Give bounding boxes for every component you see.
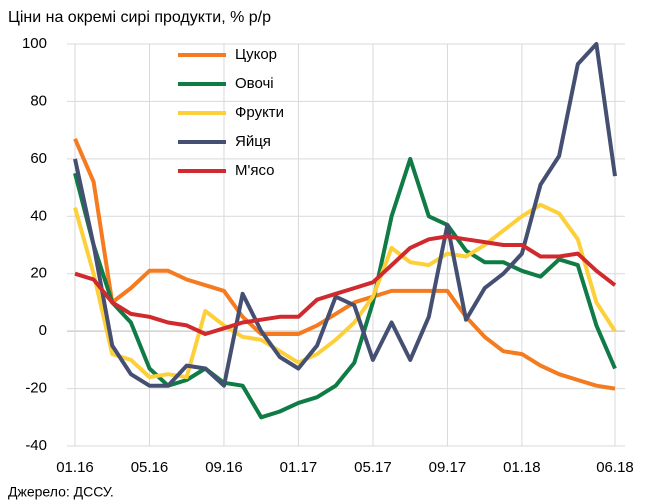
legend-label: Фрукти xyxy=(235,104,284,121)
x-tick-label: 05.16 xyxy=(131,459,169,476)
lines xyxy=(73,42,617,420)
y-tick-label: 100 xyxy=(22,35,47,52)
legend-label: М'ясо xyxy=(235,162,275,179)
series-line xyxy=(73,202,617,380)
series-line xyxy=(73,42,617,388)
source: Джерело: ДССУ. xyxy=(8,484,114,500)
x-tick-label: 05.17 xyxy=(354,459,392,476)
series-line xyxy=(74,234,617,336)
series-line xyxy=(73,138,616,391)
y-tick-label: 0 xyxy=(39,322,47,339)
series-line xyxy=(73,156,617,420)
y-tick-label: -20 xyxy=(25,380,47,397)
x-tick-label: 01.16 xyxy=(56,459,94,476)
chart-title: Ціни на окремі сирі продукти, % р/р xyxy=(8,9,271,26)
legend-label: Цукор xyxy=(235,46,277,63)
y-tick-label: 40 xyxy=(30,207,47,224)
x-tick-label: 06.18 xyxy=(596,459,634,476)
y-tick-label: -40 xyxy=(25,437,47,454)
y-tick-label: 20 xyxy=(30,265,47,282)
y-tick-label: 60 xyxy=(30,150,47,167)
x-tick-label: 09.17 xyxy=(429,459,467,476)
legend-label: Овочі xyxy=(235,75,274,92)
x-tick-label: 09.16 xyxy=(205,459,243,476)
x-tick-label: 01.17 xyxy=(280,459,318,476)
x-tick-label: 01.18 xyxy=(503,459,541,476)
legend-label: Яйця xyxy=(235,133,271,150)
legend: Цукор Овочі Фрукти Яйця М'ясо xyxy=(178,46,284,179)
y-tick-label: 80 xyxy=(30,92,47,109)
